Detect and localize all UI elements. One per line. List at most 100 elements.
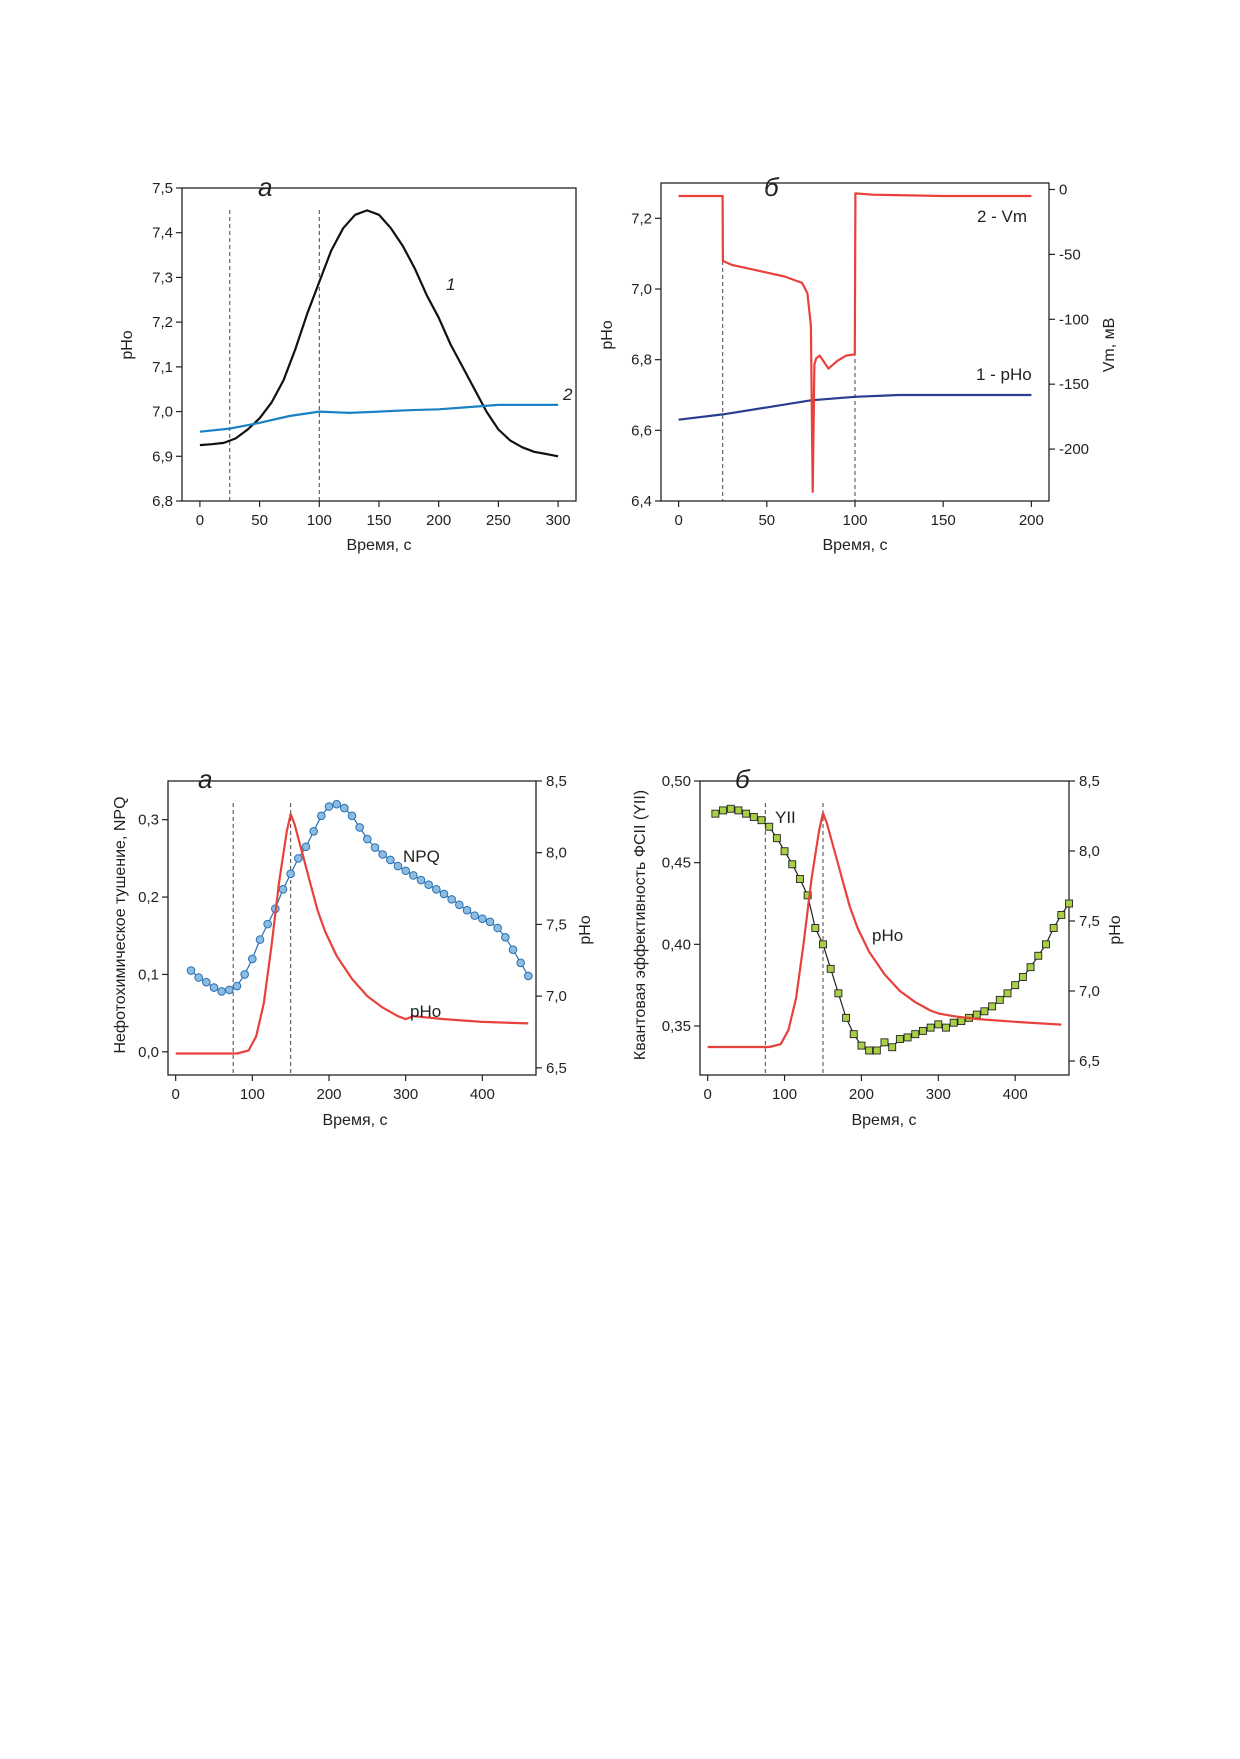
panel-label: б	[735, 764, 751, 794]
y-axis-right-ticks: 6,5 7,0 7,5 8,0 8,5	[536, 773, 567, 1077]
data-point	[209, 983, 219, 992]
data-point	[711, 809, 720, 818]
y-axis-left-label: Квантовая эффективность ФСII (YII)	[632, 790, 649, 1060]
y-tick-label: 6,8	[631, 352, 652, 369]
y-axis-right-ticks: 6,5 7,0 7,5 8,0 8,5	[1069, 773, 1100, 1070]
x-tick-label: 300	[926, 1086, 951, 1103]
y-tick-label: 7,2	[152, 314, 173, 331]
y-axis-left-ticks: 0,0 0,1 0,2 0,3	[138, 812, 168, 1061]
data-point	[278, 885, 288, 894]
series-lines	[707, 804, 1073, 1055]
series-lines	[678, 192, 1032, 493]
y2-tick-label: 6,5	[1079, 1053, 1100, 1070]
x-axis-label: Время, с	[851, 1112, 916, 1129]
data-point	[347, 811, 357, 821]
y2-tick-label: 0	[1059, 181, 1067, 198]
x-axis-ticks: 0 100 200 300 400	[171, 1075, 495, 1103]
y-axis-left-label: Нефотохимическое тушение, NPQ	[112, 796, 129, 1053]
y-tick-label: 7,0	[631, 281, 652, 298]
data-point	[286, 869, 295, 879]
series-line-2-Vm	[678, 192, 1032, 493]
data-point	[1041, 940, 1050, 949]
data-point	[811, 924, 820, 932]
data-point	[240, 970, 249, 979]
data-point	[972, 1010, 981, 1019]
data-point	[1026, 963, 1035, 972]
series-vm-label: 2 - Vm	[977, 207, 1027, 226]
data-point	[1065, 899, 1073, 908]
data-point	[416, 875, 426, 885]
series-line-1	[199, 209, 559, 458]
y2-tick-label: 7,5	[546, 916, 567, 933]
data-point	[795, 875, 804, 883]
y-tick-label: 7,2	[631, 210, 652, 227]
data-point	[332, 799, 341, 809]
chart-bottom-a: 0 100 200 300 400 0,0 0,1 0,2 0,3 6,5 7,0 7,5 8,0 8…	[112, 764, 594, 1129]
y-axis-left-ticks: 0,35 0,40 0,45 0,50	[662, 773, 700, 1035]
data-point	[393, 861, 403, 871]
series-lines	[199, 209, 559, 458]
data-point	[340, 803, 349, 813]
data-point	[788, 860, 797, 869]
series-line-NPQ	[190, 803, 529, 993]
x-tick-label: 0	[171, 1086, 179, 1103]
y-axis-right-ticks: 0 -50 -100 -150 -200	[1049, 181, 1089, 458]
data-point	[255, 935, 265, 944]
x-tick-label: 400	[470, 1086, 495, 1103]
data-point	[849, 1030, 858, 1039]
series-pho-label: 1 - pHo	[976, 365, 1032, 384]
y2-tick-label: -150	[1059, 376, 1089, 393]
series-npq-label: NPQ	[403, 847, 440, 866]
y-axis-left-label: pHo	[599, 320, 616, 349]
y-tick-label: 7,5	[152, 180, 173, 197]
data-point	[301, 842, 311, 852]
x-tick-label: 300	[393, 1086, 418, 1103]
data-point	[857, 1041, 866, 1050]
data-point	[493, 923, 502, 933]
chart-bottom-b: 0 100 200 300 400 0,35 0,40 0,45 0,50 6,5 7,0 7,5…	[632, 764, 1124, 1129]
data-point	[409, 871, 418, 880]
data-point	[248, 954, 257, 964]
x-axis-ticks: 0 100 200 300 400	[704, 1075, 1028, 1103]
y-tick-label: 0,45	[662, 855, 691, 872]
data-point	[294, 854, 303, 863]
data-point	[942, 1023, 950, 1032]
y-axis-ticks: 6,8 6,9 7,0 7,1 7,2 7,3 7,4 7,5	[152, 180, 182, 510]
data-point	[765, 822, 774, 831]
x-axis-label: Время, с	[822, 537, 887, 554]
y-tick-label: 7,3	[152, 269, 173, 286]
dashed-markers	[722, 205, 856, 501]
y-axis-label: pHo	[119, 330, 136, 359]
y-tick-label: 0,40	[662, 936, 691, 953]
plot-frame	[167, 780, 537, 1076]
x-tick-label: 250	[486, 512, 511, 529]
x-axis-ticks: 0 50 100 150 200	[674, 501, 1044, 529]
x-tick-label: 0	[674, 512, 682, 529]
y-axis-left-ticks: 6,4 6,6 6,8 7,0 7,2	[631, 210, 661, 510]
data-point	[803, 891, 812, 900]
data-point	[1011, 981, 1020, 990]
data-point	[501, 932, 510, 942]
data-point	[888, 1043, 897, 1052]
y-tick-label: 0,0	[138, 1044, 159, 1061]
data-point	[309, 826, 318, 836]
series-1-label: 1	[446, 275, 455, 294]
data-point	[186, 966, 196, 975]
data-point	[918, 1026, 927, 1035]
data-point	[378, 850, 387, 859]
data-point	[516, 958, 525, 968]
y-tick-label: 0,35	[662, 1018, 691, 1035]
data-point	[424, 880, 433, 889]
data-point	[462, 905, 472, 915]
data-point	[949, 1018, 958, 1027]
y-tick-label: 6,4	[631, 493, 652, 510]
data-point	[470, 911, 479, 920]
data-point	[324, 802, 334, 811]
dashed-markers	[232, 803, 292, 1075]
data-point	[780, 847, 789, 856]
data-point	[749, 812, 758, 821]
data-point	[1034, 951, 1043, 960]
data-point	[217, 987, 226, 996]
series-line-2	[199, 403, 559, 433]
y-tick-label: 6,6	[631, 422, 652, 439]
